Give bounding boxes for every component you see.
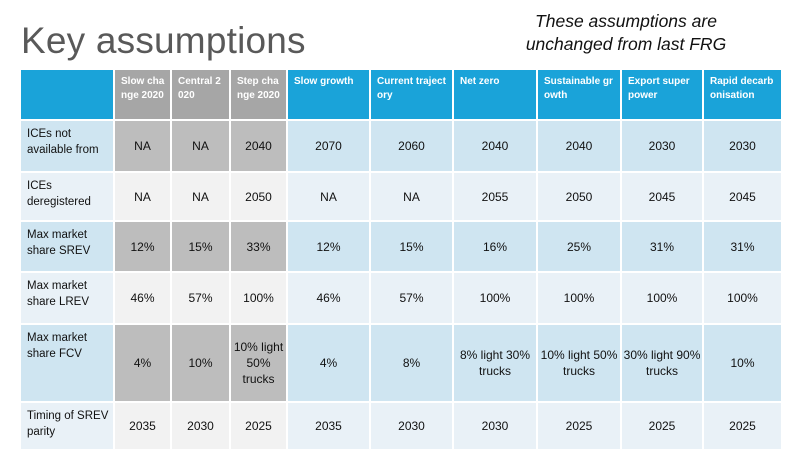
table-cell: 10% [704, 325, 781, 401]
slide-title: Key assumptions [21, 20, 306, 61]
row-label: Timing of SREV parity [21, 403, 113, 449]
table-cell: 2030 [371, 403, 452, 449]
table-cell: 2040 [231, 121, 286, 171]
table-cell: 4% [288, 325, 369, 401]
column-header: Rapid decarbonisation [704, 70, 781, 119]
table-cell: 25% [538, 222, 620, 271]
table-cell: 2060 [371, 121, 452, 171]
table-cell: NA [115, 121, 170, 171]
assumptions-table: Slow change 2020 Central 2020 Step change … [21, 70, 781, 449]
table-cell: 2045 [622, 173, 702, 220]
table-cell: 2025 [231, 403, 286, 449]
table-cell: 10% light 50% trucks [231, 325, 286, 401]
table-cell: NA [371, 173, 452, 220]
table-cell: 100% [538, 273, 620, 323]
table-cell: 2030 [172, 403, 229, 449]
table-cell: 2025 [622, 403, 702, 449]
table-cell: 2030 [704, 121, 781, 171]
table-cell: 12% [288, 222, 369, 271]
header-corner [21, 70, 113, 119]
row-label: Max market share FCV [21, 325, 113, 401]
column-header: Sustainable growth [538, 70, 620, 119]
table-cell: 30% light 90% trucks [622, 325, 702, 401]
table-cell: 2050 [538, 173, 620, 220]
table-cell: NA [172, 121, 229, 171]
table-cell: 8% light 30% trucks [454, 325, 536, 401]
column-header: Step change 2020 [231, 70, 286, 119]
table-cell: NA [172, 173, 229, 220]
table-cell: 100% [454, 273, 536, 323]
table-cell: NA [115, 173, 170, 220]
table-cell: 31% [704, 222, 781, 271]
table-cell: 46% [288, 273, 369, 323]
table-cell: 2040 [538, 121, 620, 171]
table-cell: 16% [454, 222, 536, 271]
table-cell: 2030 [622, 121, 702, 171]
table-cell: 46% [115, 273, 170, 323]
table-cell: 12% [115, 222, 170, 271]
table-cell: 10% [172, 325, 229, 401]
table-cell: 2045 [704, 173, 781, 220]
table-cell: 2025 [704, 403, 781, 449]
column-header: Slow growth [288, 70, 369, 119]
column-header: Current trajectory [371, 70, 452, 119]
row-label: Max market share SREV [21, 222, 113, 271]
table-cell: 10% light 50% trucks [538, 325, 620, 401]
table-cell: 15% [371, 222, 452, 271]
note-line-2: unchanged from last FRG [525, 34, 727, 54]
column-header: Net zero [454, 70, 536, 119]
table-cell: 2070 [288, 121, 369, 171]
table-cell: 2025 [538, 403, 620, 449]
column-header: Slow change 2020 [115, 70, 170, 119]
row-label: ICEs not available from [21, 121, 113, 171]
table-cell: 31% [622, 222, 702, 271]
table-cell: 8% [371, 325, 452, 401]
table-cell: 2040 [454, 121, 536, 171]
assumptions-note: These assumptions are unchanged from las… [496, 10, 756, 56]
row-label: ICEs deregistered [21, 173, 113, 220]
table-cell: 33% [231, 222, 286, 271]
table-cell: 2050 [231, 173, 286, 220]
note-line-1: These assumptions are [535, 11, 717, 31]
table-cell: 2055 [454, 173, 536, 220]
table-cell: 2035 [115, 403, 170, 449]
row-label: Max market share LREV [21, 273, 113, 323]
table-cell: 57% [371, 273, 452, 323]
table-cell: 2035 [288, 403, 369, 449]
table-cell: 100% [622, 273, 702, 323]
table-cell: 100% [231, 273, 286, 323]
table-cell: 4% [115, 325, 170, 401]
table-cell: 100% [704, 273, 781, 323]
column-header: Central 2020 [172, 70, 229, 119]
table-cell: 2030 [454, 403, 536, 449]
table-cell: NA [288, 173, 369, 220]
column-header: Export super power [622, 70, 702, 119]
table-cell: 15% [172, 222, 229, 271]
table-cell: 57% [172, 273, 229, 323]
